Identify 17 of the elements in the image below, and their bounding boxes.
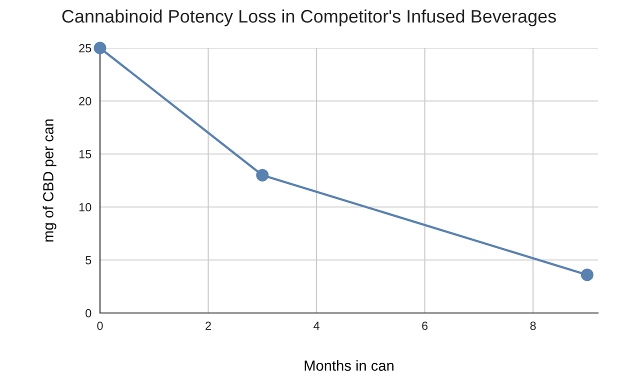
y-tick-label: 10: [79, 203, 92, 212]
x-axis-title: Months in can: [304, 360, 394, 371]
x-tick-label: 4: [314, 322, 320, 330]
x-tick-label: 6: [422, 322, 428, 330]
point: [256, 168, 269, 182]
y-tick-label: 5: [86, 256, 92, 264]
point: [94, 42, 106, 54]
chart-title: Cannabinoid Potency Loss in Competitor's Infused Beverages: [62, 9, 556, 26]
x-tick-label: 2: [206, 322, 211, 330]
y-tick-label: 15: [79, 150, 92, 158]
x-tick-label: 8: [530, 322, 536, 330]
y-tick-label: 0: [86, 309, 92, 318]
point: [580, 268, 594, 282]
y-axis-title: mg of CBD per can: [42, 119, 56, 242]
y-tick-label: 25: [79, 44, 92, 52]
y-tick-label: 20: [79, 97, 92, 106]
x-tick-label: 0: [97, 322, 103, 330]
